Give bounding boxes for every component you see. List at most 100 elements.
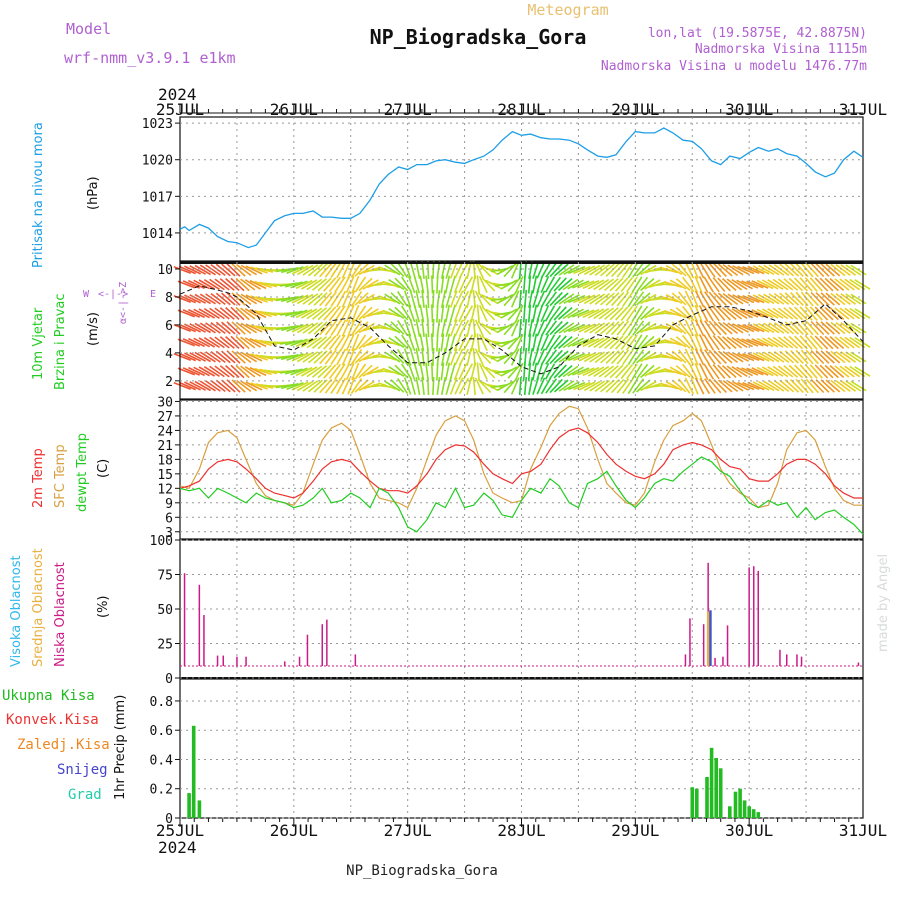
wind-barb <box>573 294 591 304</box>
wind-barb <box>210 263 226 277</box>
wind-barb <box>532 333 538 352</box>
wind-barb <box>694 348 705 366</box>
wind-barb <box>604 365 619 378</box>
wind-barb <box>611 349 625 365</box>
wind-barb <box>805 291 819 307</box>
wind-barb <box>236 379 252 393</box>
wind-barb <box>819 277 834 292</box>
pressure-panel: Pritisak na nivou mora (hPa) 1014 1017 102… <box>31 116 864 268</box>
wind-barb <box>772 365 789 378</box>
wind-barb <box>536 275 544 294</box>
wind-barb <box>481 335 496 350</box>
wind-barb <box>297 380 314 392</box>
wind-barb <box>804 364 818 379</box>
wind-barb <box>615 306 629 321</box>
wind-barb <box>616 378 630 394</box>
wind-barb <box>582 279 600 290</box>
wind-barb <box>307 321 324 335</box>
wind-barb <box>295 308 313 319</box>
y-tick-label: 100 <box>150 534 173 549</box>
wind-barb <box>713 263 727 277</box>
wind-barb <box>518 318 522 338</box>
wind-barb <box>415 319 421 337</box>
wind-barb <box>840 264 857 276</box>
wind-barb <box>777 278 794 291</box>
wind-barb <box>572 367 590 376</box>
wind-barb <box>390 292 405 306</box>
wind-barb <box>476 362 480 381</box>
wind-barb <box>593 365 610 378</box>
x-tick-label: 29JUL <box>611 821 659 840</box>
wind-barb <box>351 275 360 294</box>
wind-barb <box>401 363 413 380</box>
wind-barb <box>741 309 759 318</box>
cloud-bar <box>753 566 755 666</box>
wind-barb <box>221 379 236 393</box>
wind-barb <box>763 264 780 276</box>
wind-barb <box>814 306 829 321</box>
wind-barb <box>839 336 855 349</box>
wind-barb <box>231 263 246 277</box>
wind-barb <box>794 364 808 379</box>
y-tick-label: 24 <box>157 424 173 439</box>
wind-barb <box>436 377 441 395</box>
wind-barb <box>478 362 488 381</box>
wind-barb <box>611 378 625 394</box>
wind-barb <box>704 291 716 307</box>
compass-label: α<-|->Z <box>118 282 129 324</box>
wind-barb <box>840 380 857 392</box>
wind-barb <box>694 275 703 294</box>
wind-barb <box>783 365 799 378</box>
wind-barb <box>445 319 452 337</box>
wind-barb <box>397 261 409 279</box>
wind-barb <box>415 377 421 395</box>
wind-barb <box>472 318 476 338</box>
y-tick-label: 0 <box>165 672 173 687</box>
precip-bar <box>756 812 761 818</box>
wind-barb <box>809 277 823 292</box>
wind-barb <box>726 336 743 349</box>
wind-barb <box>737 265 755 275</box>
wind-barb <box>544 334 556 351</box>
wind-barb <box>415 290 421 308</box>
wind-barb <box>466 261 472 279</box>
wind-barb <box>578 352 596 362</box>
wind-barb <box>291 294 309 304</box>
x-axis-labels-top: 25JUL 26JUL 27JUL 28JUL 29JUL 30JUL 31JUL <box>156 100 887 119</box>
wind-barb <box>582 308 600 319</box>
wind-barb <box>620 363 634 380</box>
wind-barb <box>721 364 737 379</box>
wind-barb <box>665 351 683 363</box>
x-tick-label: 28JUL <box>497 821 545 840</box>
wind-barb <box>747 323 765 333</box>
wind-barb <box>384 380 401 392</box>
wind-barb <box>553 306 567 321</box>
wind-barb <box>500 337 518 348</box>
wind-barb <box>632 320 645 336</box>
wind-barb <box>328 276 341 293</box>
wind-barb <box>660 266 678 274</box>
pressure-unit: (hPa) <box>86 176 101 210</box>
wind-barb <box>323 364 337 379</box>
wind-barb <box>230 364 245 379</box>
wind-barb <box>598 365 614 378</box>
wind-barb <box>230 335 245 350</box>
wind-barb <box>503 320 517 336</box>
wind-barb <box>532 290 540 308</box>
wind-barb <box>236 350 252 364</box>
wind-barb <box>732 294 749 304</box>
wind-barb <box>814 277 829 292</box>
wind-barb <box>254 338 272 347</box>
wind-barb <box>694 362 703 381</box>
wind-barb <box>221 292 236 306</box>
wind-barb <box>713 379 727 393</box>
wind-barb <box>699 261 711 279</box>
wind-barb <box>173 324 191 332</box>
wind-barb <box>712 335 726 350</box>
cloud-bar <box>702 624 705 666</box>
wind-barb <box>572 309 590 318</box>
wind-barb <box>694 261 705 279</box>
lonlat-label: lon,lat (19.5875E, 42.8875N) <box>648 26 867 41</box>
wind-barb <box>205 351 221 363</box>
wind-barb <box>763 351 780 363</box>
